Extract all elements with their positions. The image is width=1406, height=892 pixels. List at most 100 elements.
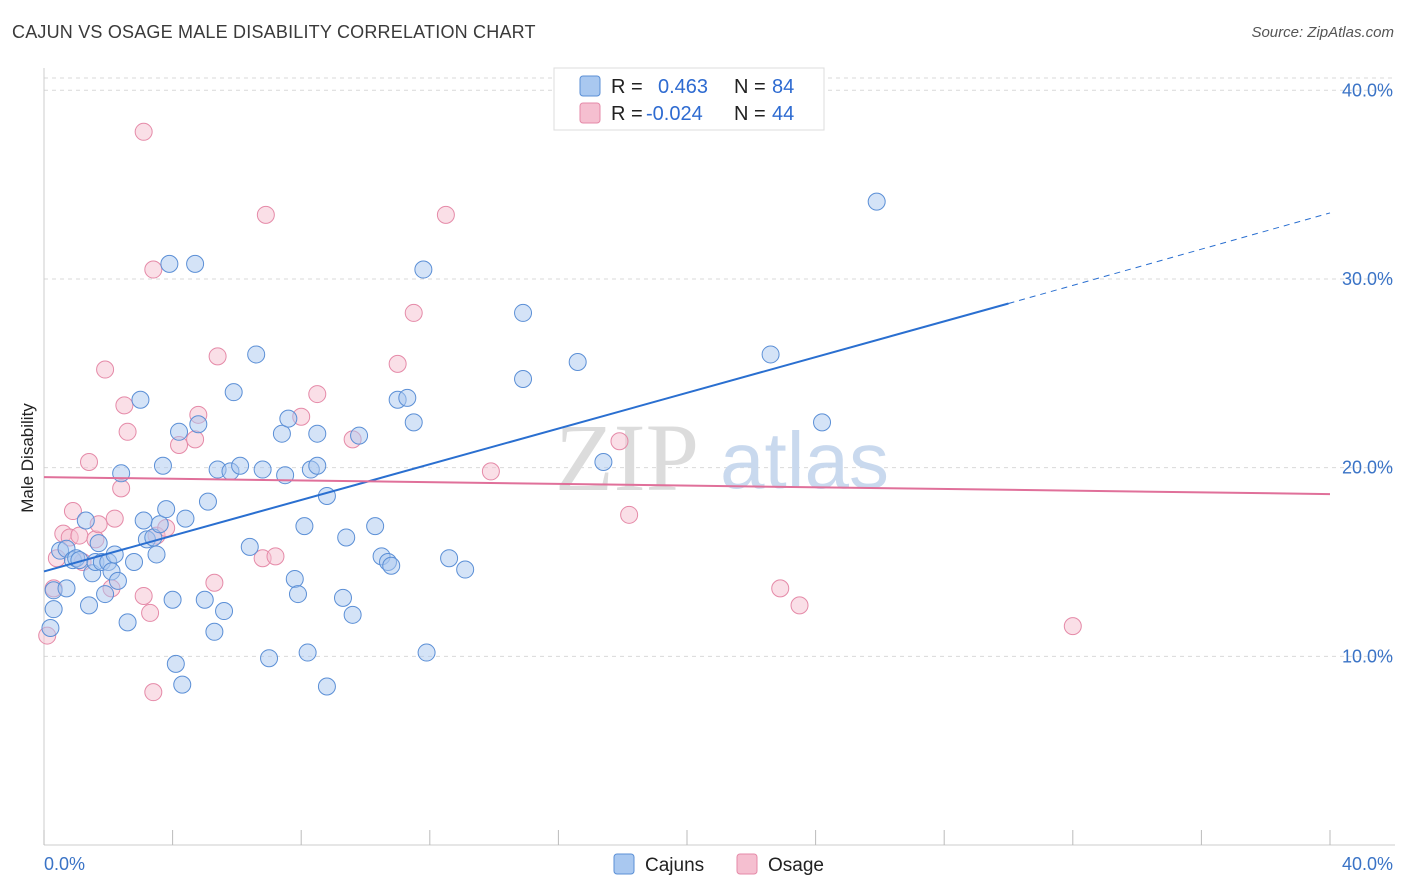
bottom-legend-swatch-cajuns <box>613 853 635 875</box>
cajun-point <box>170 422 189 441</box>
osage-point <box>105 509 124 528</box>
cajun-point <box>279 409 298 428</box>
cajun-point <box>333 588 352 607</box>
chart-title: CAJUN VS OSAGE MALE DISABILITY CORRELATI… <box>12 22 536 42</box>
cajun-point <box>514 303 533 322</box>
osage-point <box>134 586 153 605</box>
legend-n-label-osage: N = <box>734 103 766 125</box>
osage-point <box>80 452 99 471</box>
x-tick-label-min: 0.0% <box>44 854 85 874</box>
cajun-point <box>80 596 99 615</box>
legend-r-value-cajuns: 0.463 <box>658 76 708 98</box>
cajun-point <box>298 643 317 662</box>
osage-point <box>481 462 500 481</box>
osage-point <box>266 547 285 566</box>
cajun-point <box>417 643 436 662</box>
osage-point <box>70 526 89 545</box>
bottom-legend-label-cajuns: Cajuns <box>645 855 704 876</box>
cajun-point <box>382 556 401 575</box>
cajun-point <box>272 424 291 443</box>
cajun-point <box>398 388 417 407</box>
osage-point <box>790 596 809 615</box>
osage-point <box>610 432 629 451</box>
cajun-point <box>163 590 182 609</box>
osage-point <box>1063 617 1082 636</box>
legend-r-label-cajuns: R = <box>611 76 643 98</box>
osage-point <box>620 505 639 524</box>
cajun-point <box>147 545 166 564</box>
cajun-point <box>134 511 153 530</box>
cajun-point <box>456 560 475 579</box>
cajun-point <box>125 552 144 571</box>
cajun-point <box>867 192 886 211</box>
cajun-point <box>176 509 195 528</box>
osage-point <box>205 573 224 592</box>
cajun-point <box>440 549 459 568</box>
cajun-point <box>231 456 250 475</box>
y-tick-label: 30.0% <box>1342 269 1393 289</box>
y-tick-label: 10.0% <box>1342 646 1393 666</box>
legend-n-value-cajuns: 84 <box>772 76 794 98</box>
cajun-point <box>350 426 369 445</box>
cajun-point <box>112 464 131 483</box>
grid-lines <box>44 77 1395 657</box>
cajun-point <box>195 590 214 609</box>
source-label: Source: ZipAtlas.com <box>1251 24 1394 41</box>
cajun-point <box>594 452 613 471</box>
osage-point <box>144 683 163 702</box>
osage-point <box>186 430 205 449</box>
cajun-point <box>198 492 217 511</box>
cajun-point <box>89 534 108 553</box>
cajun-point <box>153 456 172 475</box>
cajun-point <box>285 569 304 588</box>
cajun-point <box>813 413 832 432</box>
osage-point <box>63 502 82 521</box>
osage-point <box>436 205 455 224</box>
cajun-point <box>308 424 327 443</box>
cajun-point <box>337 528 356 547</box>
cajun-trend-extension <box>1008 212 1331 304</box>
y-tick-labels: 10.0% 20.0% 30.0% 40.0% <box>1342 80 1393 666</box>
trend-lines <box>43 212 1331 573</box>
cajun-point <box>44 600 63 619</box>
cajun-point <box>295 517 314 536</box>
osage-point <box>96 360 115 379</box>
bottom-legend-swatch-osage <box>736 853 758 875</box>
cajun-point <box>761 345 780 364</box>
legend-r-value-osage: -0.024 <box>646 103 703 125</box>
cajun-point <box>366 517 385 536</box>
osage-point <box>771 579 790 598</box>
cajun-point <box>150 515 169 534</box>
osage-point <box>256 205 275 224</box>
cajun-point <box>514 369 533 388</box>
cajun-point <box>173 675 192 694</box>
bottom-legend-label-osage: Osage <box>768 855 824 876</box>
legend-r-label-osage: R = <box>611 103 643 125</box>
cajun-point <box>414 260 433 279</box>
cajun-point <box>404 413 423 432</box>
cajun-point <box>186 254 205 273</box>
cajun-point <box>131 390 150 409</box>
cajun-point <box>118 613 137 632</box>
cajun-point <box>260 649 279 668</box>
x-tick-labels: 0.0% 40.0% <box>44 854 1393 874</box>
cajun-point <box>166 654 185 673</box>
osage-point <box>208 347 227 366</box>
cajun-point <box>108 571 127 590</box>
x-tick-label-max: 40.0% <box>1342 854 1393 874</box>
watermark-atlas: atlas <box>720 416 889 505</box>
cajun-trend-line <box>43 302 1009 573</box>
cajun-point <box>288 585 307 604</box>
cajun-point <box>41 619 60 638</box>
osage-point <box>115 396 134 415</box>
cajun-point <box>568 352 587 371</box>
cajun-point <box>224 383 243 402</box>
cajun-point <box>189 415 208 434</box>
cajun-point <box>157 500 176 519</box>
cajun-point <box>317 486 336 505</box>
watermark-zip: ZIP <box>555 404 699 511</box>
y-axis-label: Male Disability <box>18 403 37 513</box>
legend-n-label-cajuns: N = <box>734 76 766 98</box>
bottom-legend: Cajuns Osage <box>613 853 824 876</box>
